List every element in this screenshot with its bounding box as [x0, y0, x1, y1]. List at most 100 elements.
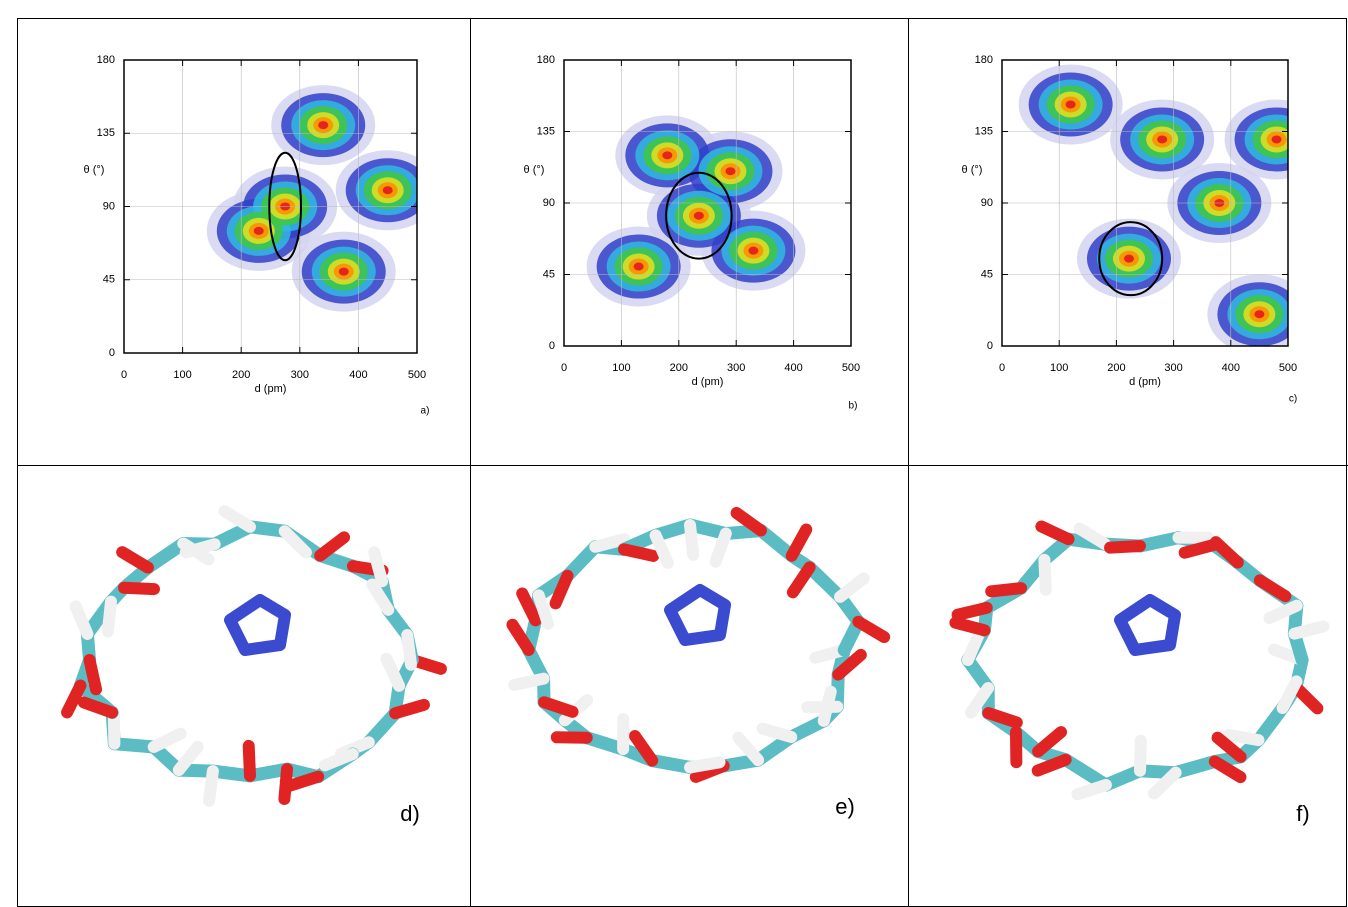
bond [1251, 701, 1290, 747]
bond [69, 600, 94, 640]
y-tick-label: 180 [97, 54, 115, 66]
x-tick-label: 400 [784, 362, 802, 374]
bond [961, 626, 986, 666]
y-tick-label: 45 [981, 268, 993, 280]
highlight-ellipse [665, 171, 733, 260]
bond [965, 681, 995, 719]
x-tick-label: 0 [561, 362, 567, 374]
bond [242, 739, 256, 782]
x-tick-label: 300 [727, 362, 745, 374]
bond [516, 587, 542, 627]
density-peak [1271, 135, 1282, 144]
x-tick-label: 0 [999, 362, 1005, 374]
bond [107, 737, 161, 754]
density-peak [725, 167, 736, 176]
panel-label: c) [1289, 394, 1297, 405]
density-peak [1157, 135, 1168, 144]
bond [77, 696, 119, 719]
bond [1290, 681, 1324, 715]
imidazolium [1114, 594, 1181, 656]
x-axis-label: d (pm) [255, 383, 287, 395]
bond [532, 589, 554, 630]
bond [709, 527, 732, 568]
molecule [949, 520, 1330, 801]
panel-label: b) [849, 401, 858, 412]
bond [368, 546, 389, 588]
bond [83, 654, 103, 696]
bond [362, 706, 402, 749]
bond [786, 561, 816, 599]
bond [1133, 531, 1185, 553]
x-tick-label: 400 [349, 369, 367, 381]
x-tick-label: 300 [291, 369, 309, 381]
density-peak [318, 121, 329, 130]
density-peak [693, 211, 704, 220]
density-peak [382, 186, 393, 195]
bond [684, 756, 726, 774]
bond [318, 748, 359, 772]
x-tick-label: 100 [173, 369, 191, 381]
x-tick-label: 200 [1107, 362, 1125, 374]
y-axis-label: θ (°) [524, 164, 545, 176]
y-axis-label: θ (°) [962, 164, 983, 176]
y-tick-label: 90 [981, 197, 993, 209]
y-tick-label: 45 [543, 268, 555, 280]
y-tick-label: 0 [549, 340, 555, 352]
density-peak [1254, 310, 1265, 319]
bond [1038, 553, 1052, 596]
density-layer [206, 85, 417, 312]
bond [218, 505, 256, 533]
x-tick-label: 100 [1050, 362, 1068, 374]
bond [754, 523, 799, 563]
bond [366, 578, 395, 616]
bond [1222, 729, 1265, 747]
bond [684, 518, 700, 561]
bond [730, 506, 767, 537]
bond [834, 572, 870, 603]
bond [1169, 754, 1222, 780]
bond [649, 529, 674, 569]
x-tick-label: 300 [1164, 362, 1182, 374]
bond [549, 569, 574, 610]
bond [1071, 778, 1112, 801]
bond [832, 648, 867, 681]
molecule [506, 506, 891, 783]
bond [141, 536, 190, 575]
bond [179, 538, 221, 559]
y-tick-label: 180 [975, 54, 993, 66]
y-tick-label: 135 [975, 125, 993, 137]
y-tick-label: 0 [987, 340, 993, 352]
density-peak [1065, 100, 1076, 109]
bond [1208, 755, 1247, 784]
bond [852, 615, 891, 644]
x-tick-label: 400 [1222, 362, 1240, 374]
highlight-ellipse [1098, 221, 1164, 297]
y-tick-label: 135 [97, 127, 115, 139]
y-axis-label: θ (°) [84, 164, 105, 176]
bond [314, 531, 351, 562]
bond [618, 543, 660, 562]
y-tick-label: 45 [103, 274, 115, 286]
bond [732, 731, 765, 767]
panel-label: d) [400, 801, 420, 826]
y-tick-label: 0 [109, 347, 115, 359]
bond [951, 601, 993, 621]
bond [1253, 574, 1292, 603]
bond [1073, 522, 1112, 551]
bond [1031, 753, 1072, 777]
x-axis-label: d (pm) [692, 376, 724, 388]
bond [1209, 536, 1244, 569]
bond [283, 770, 325, 792]
bond [118, 581, 160, 596]
x-tick-label: 500 [842, 362, 860, 374]
bond [380, 652, 406, 692]
imidazolium [224, 594, 291, 656]
bond [628, 730, 659, 767]
x-tick-label: 100 [612, 362, 630, 374]
bond [508, 672, 550, 691]
x-axis-label: d (pm) [1129, 376, 1161, 388]
bond [1035, 520, 1075, 546]
density-layer [586, 115, 806, 307]
y-tick-label: 90 [103, 200, 115, 212]
